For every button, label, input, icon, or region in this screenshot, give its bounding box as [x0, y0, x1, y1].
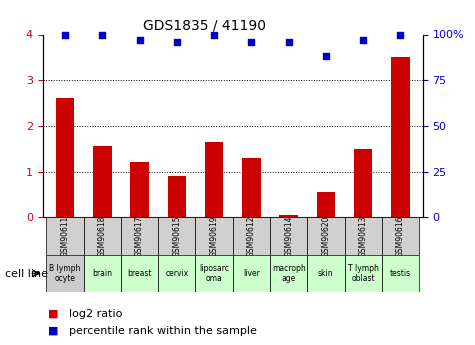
FancyBboxPatch shape	[344, 255, 382, 292]
Point	[360, 37, 367, 43]
Text: skin: skin	[318, 269, 334, 278]
Bar	[130, 161, 149, 217]
Point	[397, 32, 404, 37]
Bar	[391, 57, 410, 217]
FancyBboxPatch shape	[196, 255, 233, 292]
FancyBboxPatch shape	[233, 255, 270, 292]
Text: GSM90619: GSM90619	[209, 216, 218, 257]
FancyBboxPatch shape	[47, 255, 84, 292]
Text: T lymph
oblast: T lymph oblast	[348, 264, 379, 283]
Point	[61, 32, 69, 37]
FancyBboxPatch shape	[382, 217, 419, 255]
Text: cell line: cell line	[5, 269, 48, 279]
Text: brain: brain	[92, 269, 113, 278]
Text: GSM90616: GSM90616	[396, 216, 405, 257]
Text: GDS1835 / 41190: GDS1835 / 41190	[143, 19, 266, 33]
Point	[210, 32, 218, 37]
Text: ■: ■	[48, 326, 58, 336]
FancyBboxPatch shape	[158, 217, 196, 255]
FancyBboxPatch shape	[121, 217, 158, 255]
Text: GSM90615: GSM90615	[172, 216, 181, 257]
Text: cervix: cervix	[165, 269, 189, 278]
Text: GSM90618: GSM90618	[98, 216, 107, 257]
FancyBboxPatch shape	[270, 255, 307, 292]
Text: testis: testis	[390, 269, 411, 278]
Text: ■: ■	[48, 309, 58, 319]
Text: GSM90614: GSM90614	[284, 216, 293, 257]
FancyBboxPatch shape	[196, 217, 233, 255]
Point	[285, 39, 293, 45]
FancyBboxPatch shape	[382, 255, 419, 292]
Bar	[316, 192, 335, 217]
Point	[98, 32, 106, 37]
FancyBboxPatch shape	[233, 217, 270, 255]
Text: GSM90611: GSM90611	[61, 216, 70, 257]
Bar	[205, 142, 223, 217]
Text: macroph
age: macroph age	[272, 264, 305, 283]
Text: B lymph
ocyte: B lymph ocyte	[49, 264, 81, 283]
Point	[322, 54, 330, 59]
Bar	[56, 99, 75, 217]
FancyBboxPatch shape	[270, 217, 307, 255]
FancyBboxPatch shape	[121, 255, 158, 292]
Text: liposarc
oma: liposarc oma	[199, 264, 229, 283]
Text: breast: breast	[127, 269, 152, 278]
Bar	[93, 147, 112, 217]
Bar	[279, 215, 298, 217]
Point	[173, 39, 180, 45]
FancyBboxPatch shape	[344, 217, 382, 255]
Text: GSM90617: GSM90617	[135, 216, 144, 257]
FancyBboxPatch shape	[307, 255, 344, 292]
Text: log2 ratio: log2 ratio	[69, 309, 122, 319]
FancyBboxPatch shape	[158, 255, 196, 292]
Bar	[168, 176, 186, 217]
Point	[136, 37, 143, 43]
Bar	[242, 158, 261, 217]
Text: GSM90613: GSM90613	[359, 216, 368, 257]
FancyBboxPatch shape	[307, 217, 344, 255]
Text: GSM90620: GSM90620	[322, 216, 331, 257]
Bar	[354, 149, 372, 217]
Point	[247, 39, 255, 45]
FancyBboxPatch shape	[84, 255, 121, 292]
Text: GSM90612: GSM90612	[247, 216, 256, 257]
Text: liver: liver	[243, 269, 260, 278]
FancyBboxPatch shape	[47, 217, 84, 255]
FancyBboxPatch shape	[84, 217, 121, 255]
Text: percentile rank within the sample: percentile rank within the sample	[69, 326, 257, 336]
